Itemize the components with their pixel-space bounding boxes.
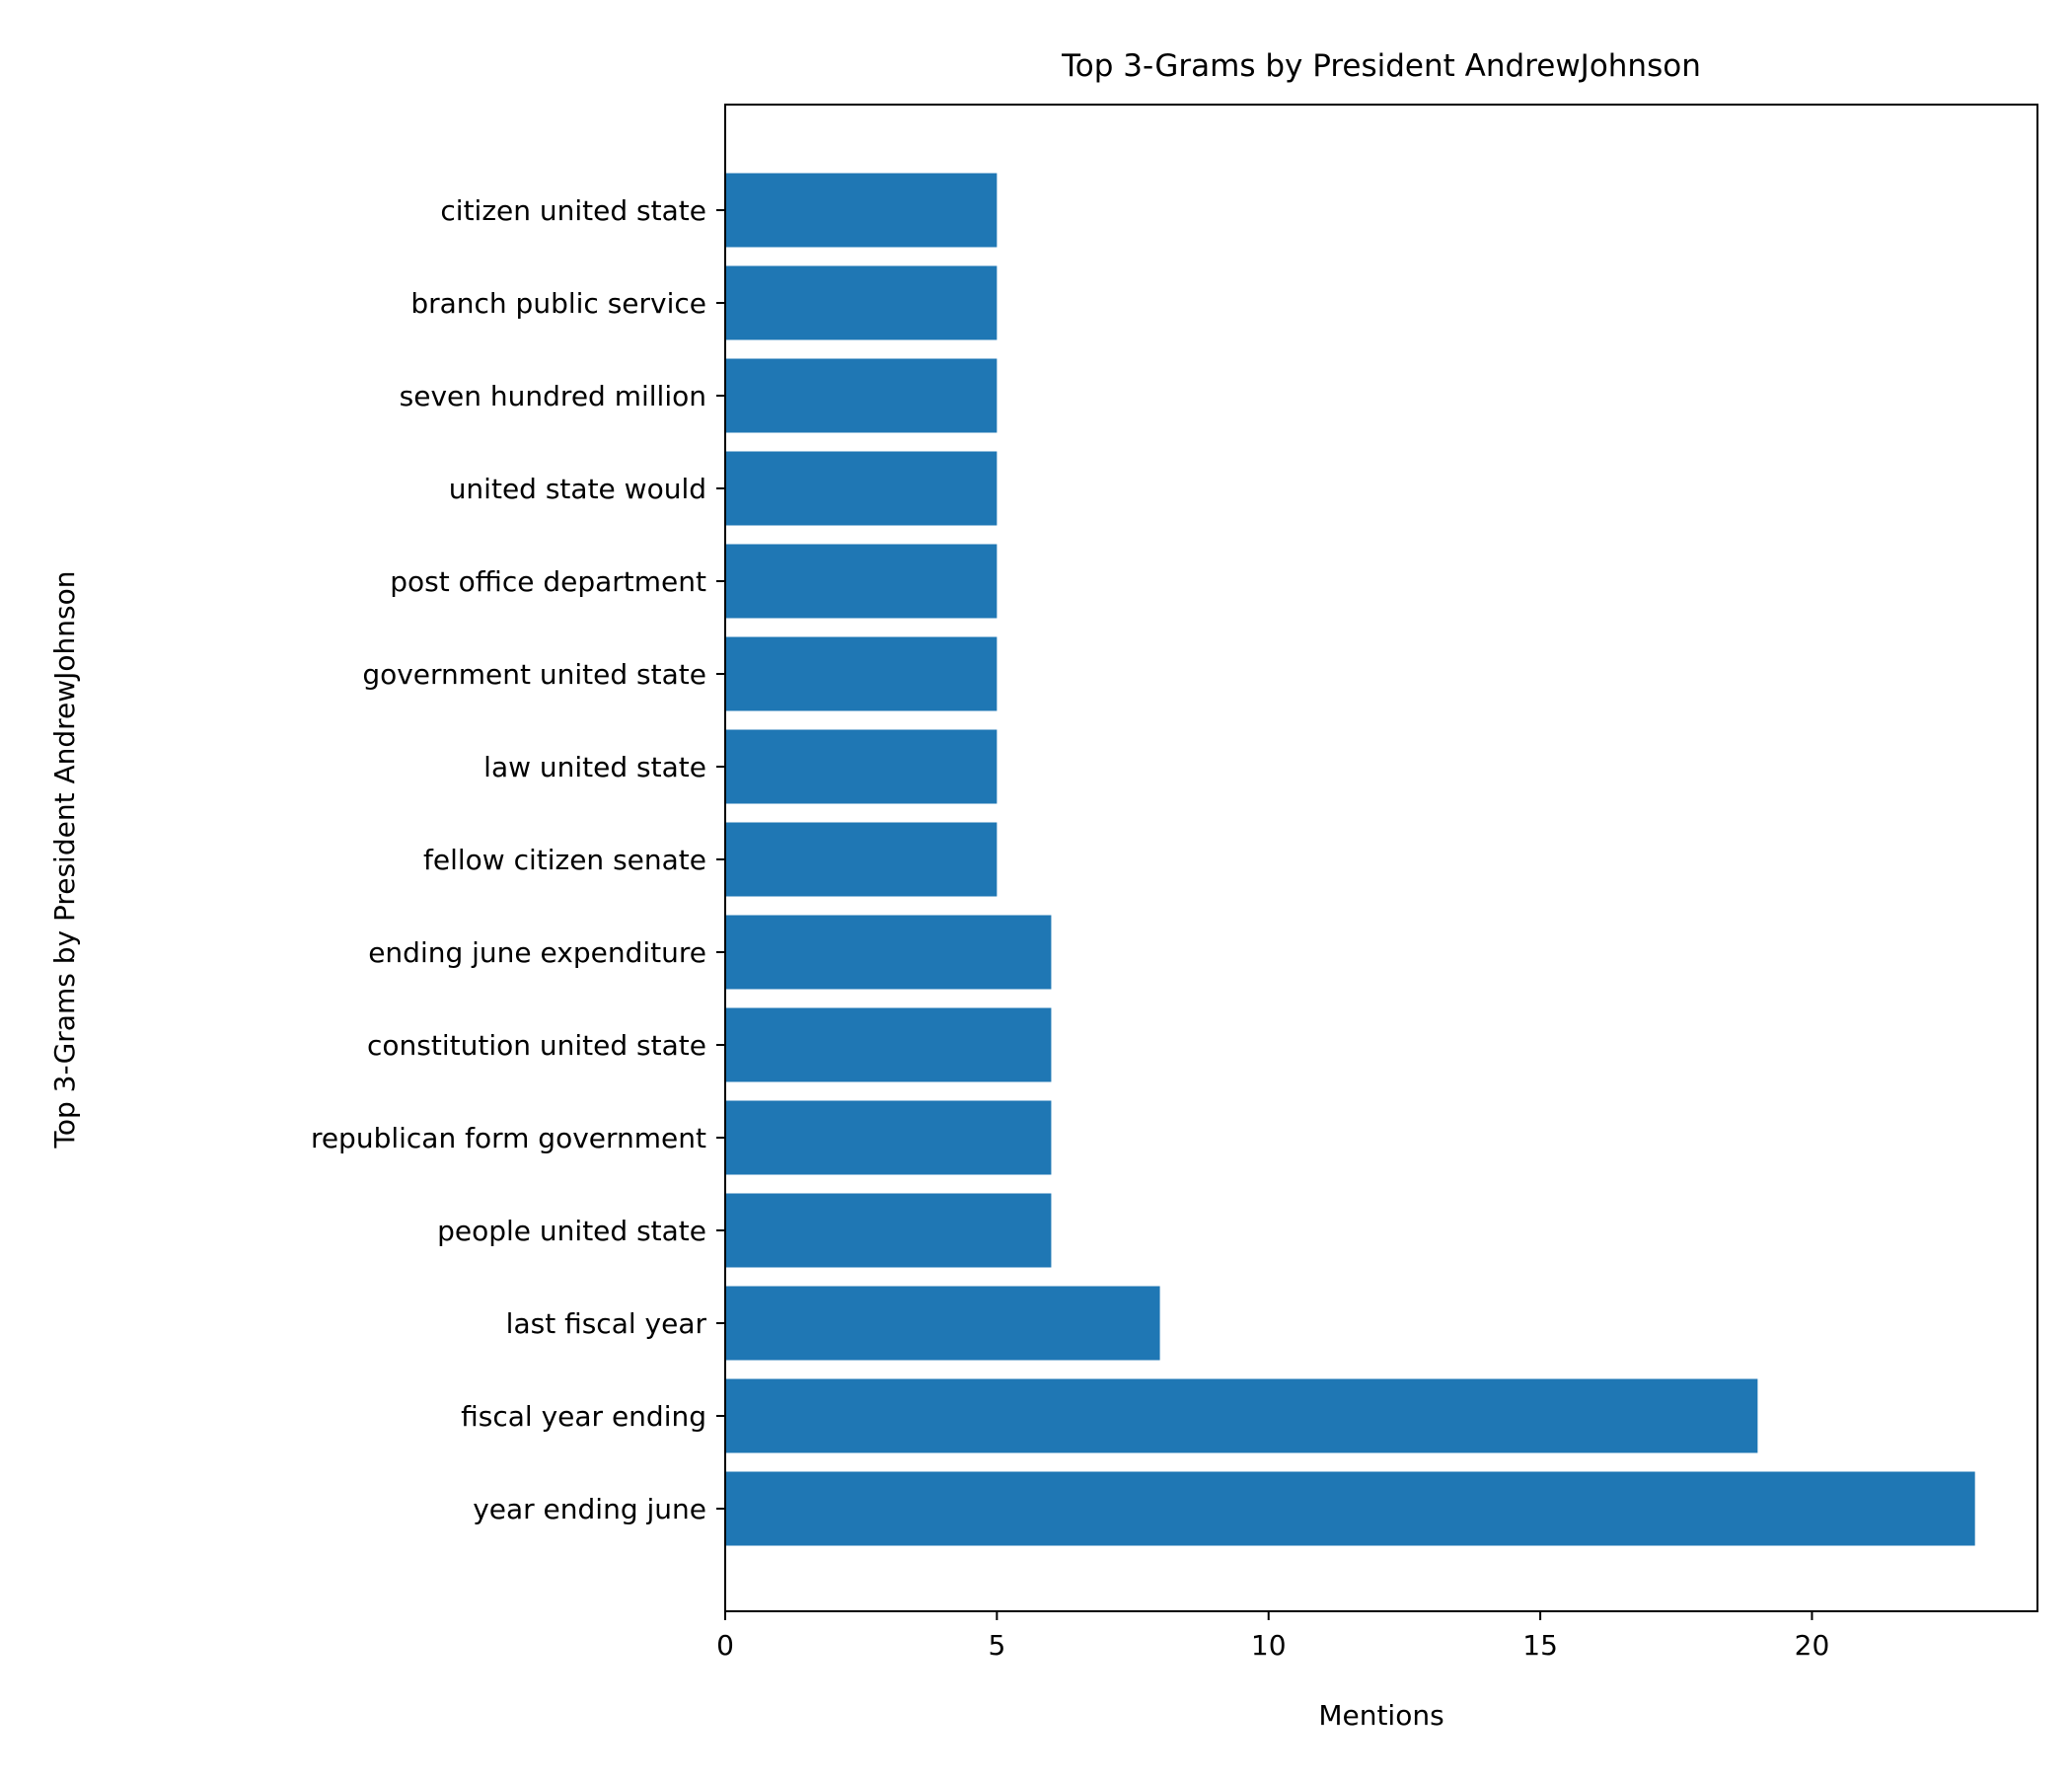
- y-tick-label: year ending june: [473, 1493, 706, 1525]
- y-tick-label: fiscal year ending: [461, 1400, 706, 1433]
- y-tick-label: citizen united state: [440, 194, 706, 227]
- plot-area-frame: [724, 104, 2038, 1612]
- bar: [725, 636, 998, 711]
- bar: [725, 173, 998, 248]
- y-tick-label: constitution united state: [367, 1029, 706, 1062]
- x-axis-label: Mentions: [1318, 1699, 1443, 1732]
- x-tick-label: 5: [988, 1629, 1005, 1662]
- y-tick-label: last fiscal year: [506, 1307, 707, 1340]
- x-tick-label: 15: [1522, 1629, 1558, 1662]
- bar: [725, 1007, 1052, 1082]
- x-axis-ticks: 0 5 10 15 20: [716, 1611, 1829, 1662]
- bars-group: [725, 173, 1975, 1546]
- bar: [725, 1100, 1052, 1175]
- x-tick-label: 10: [1251, 1629, 1287, 1662]
- bar: [725, 729, 998, 804]
- y-axis-label: Top 3-Grams by President AndrewJohnson: [48, 570, 81, 1149]
- y-tick-label: post office department: [390, 565, 706, 598]
- x-tick-label: 20: [1795, 1629, 1830, 1662]
- bar: [725, 1286, 1160, 1361]
- y-tick-label: ending june expenditure: [368, 936, 706, 969]
- y-tick-label: fellow citizen senate: [423, 844, 706, 876]
- bar: [725, 265, 998, 340]
- bar: [725, 1471, 1975, 1546]
- y-tick-label: branch public service: [410, 287, 706, 320]
- chart-title: Top 3-Grams by President AndrewJohnson: [1061, 48, 1701, 84]
- y-tick-label: seven hundred million: [400, 380, 706, 412]
- y-tick-label: people united state: [437, 1215, 706, 1247]
- bar: [725, 544, 998, 619]
- y-tick-label: united state would: [449, 473, 706, 505]
- y-tick-label: government united state: [362, 658, 706, 691]
- bar: [725, 1193, 1052, 1268]
- x-tick-label: 0: [716, 1629, 734, 1662]
- bar: [725, 915, 1052, 990]
- bar: [725, 358, 998, 433]
- y-tick-label: republican form government: [311, 1122, 706, 1154]
- y-tick-label: law united state: [483, 751, 706, 783]
- bar: [725, 451, 998, 526]
- bar: [725, 1378, 1758, 1453]
- bar: [725, 822, 998, 897]
- y-axis-ticks: year ending june fiscal year ending last f…: [311, 194, 725, 1525]
